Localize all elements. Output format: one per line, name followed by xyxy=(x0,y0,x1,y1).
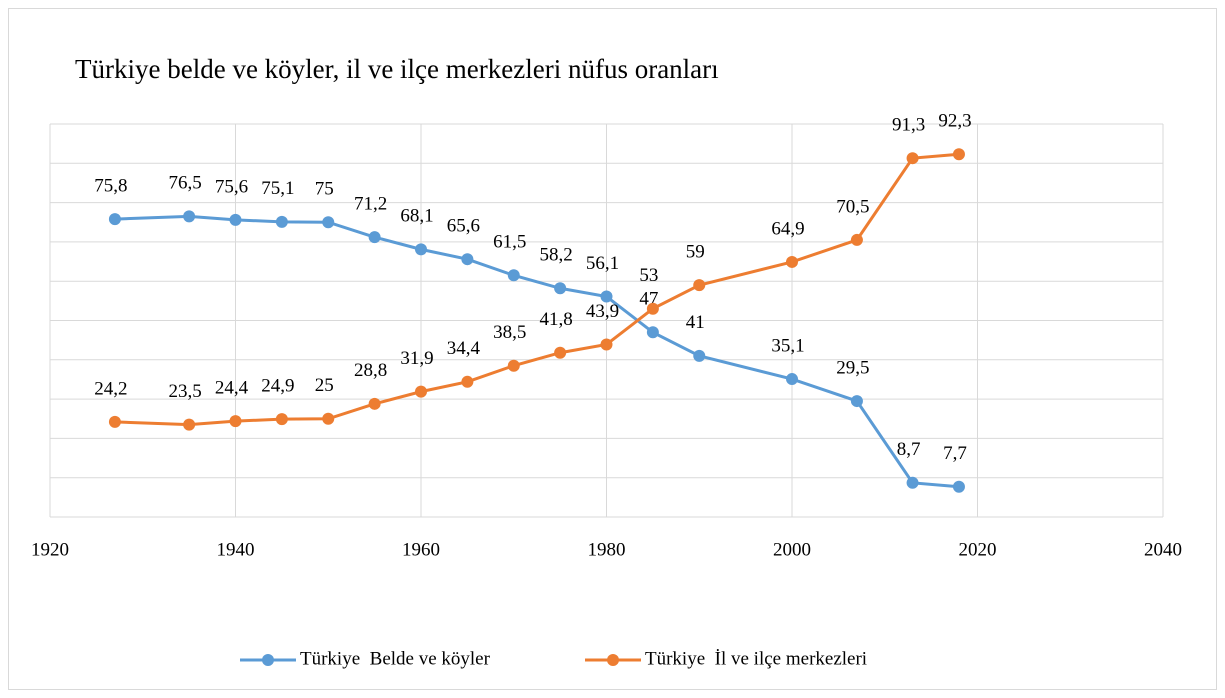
data-label: 65,6 xyxy=(447,216,480,237)
point xyxy=(693,279,706,292)
data-label: 31,9 xyxy=(400,348,433,369)
point xyxy=(600,290,613,303)
point xyxy=(906,152,919,165)
data-label: 75,8 xyxy=(94,175,127,196)
data-label: 58,2 xyxy=(540,245,573,266)
point xyxy=(646,326,659,339)
data-label: 43,9 xyxy=(586,301,619,322)
point xyxy=(600,338,613,351)
data-label: 41,8 xyxy=(540,309,573,330)
data-label: 24,9 xyxy=(261,376,294,397)
point xyxy=(850,233,863,246)
data-label: 41 xyxy=(686,312,705,333)
data-label: 59 xyxy=(686,241,705,262)
data-label: 71,2 xyxy=(354,194,387,215)
point xyxy=(461,375,474,388)
point xyxy=(952,480,965,493)
point xyxy=(646,302,659,315)
point xyxy=(368,231,381,244)
point xyxy=(275,215,288,228)
legend-label: Türkiye Belde ve köyler xyxy=(300,648,491,669)
point xyxy=(322,216,335,229)
point xyxy=(229,213,242,226)
data-label: 38,5 xyxy=(493,322,526,343)
point xyxy=(108,213,121,226)
data-label: 29,5 xyxy=(836,357,869,378)
point xyxy=(183,210,196,223)
data-label: 92,3 xyxy=(938,111,971,132)
data-label: 75 xyxy=(315,179,334,200)
point xyxy=(322,412,335,425)
data-label: 75,1 xyxy=(261,178,294,199)
data-label: 64,9 xyxy=(771,218,804,239)
legend-marker xyxy=(262,654,274,666)
x-tick-label: 2000 xyxy=(773,539,811,560)
data-label: 61,5 xyxy=(493,232,526,253)
chart-border xyxy=(8,8,1217,690)
data-label: 28,8 xyxy=(354,360,387,381)
chart-title: Türkiye belde ve köyler, il ve ilçe merk… xyxy=(75,54,719,84)
data-label: 8,7 xyxy=(897,439,921,460)
data-label: 24,4 xyxy=(215,377,249,398)
data-label: 25 xyxy=(315,375,334,396)
data-label: 35,1 xyxy=(771,335,804,356)
x-tick-label: 1920 xyxy=(31,539,69,560)
point xyxy=(415,243,427,256)
x-tick-label: 1960 xyxy=(402,539,440,560)
data-label: 76,5 xyxy=(169,173,202,194)
point xyxy=(693,349,706,362)
point xyxy=(415,385,427,398)
legend-label: Türkiye İl ve ilçe merkezleri xyxy=(645,648,867,669)
data-label: 91,3 xyxy=(892,115,925,136)
data-label: 75,6 xyxy=(215,176,248,197)
data-label: 24,2 xyxy=(94,378,127,399)
x-tick-label: 1940 xyxy=(217,539,255,560)
point xyxy=(850,395,863,408)
data-label: 70,5 xyxy=(836,196,869,217)
point xyxy=(275,413,288,426)
data-label: 68,1 xyxy=(400,206,433,227)
point xyxy=(507,269,520,282)
point xyxy=(108,415,121,428)
data-label: 34,4 xyxy=(447,338,481,359)
legend-marker xyxy=(607,654,619,666)
point xyxy=(906,476,919,489)
point xyxy=(786,373,798,386)
x-tick-label: 2020 xyxy=(959,539,997,560)
data-label: 53 xyxy=(639,265,658,286)
data-label: 7,7 xyxy=(943,443,967,464)
point xyxy=(461,253,474,266)
point xyxy=(229,415,242,428)
point xyxy=(183,418,196,431)
point xyxy=(786,255,798,268)
point xyxy=(554,282,567,295)
point xyxy=(554,346,567,359)
x-tick-label: 1980 xyxy=(588,539,626,560)
data-label: 56,1 xyxy=(586,253,619,274)
point xyxy=(507,359,520,372)
x-tick-label: 2040 xyxy=(1144,539,1182,560)
point xyxy=(952,148,965,161)
point xyxy=(368,397,381,410)
data-label: 23,5 xyxy=(169,381,202,402)
